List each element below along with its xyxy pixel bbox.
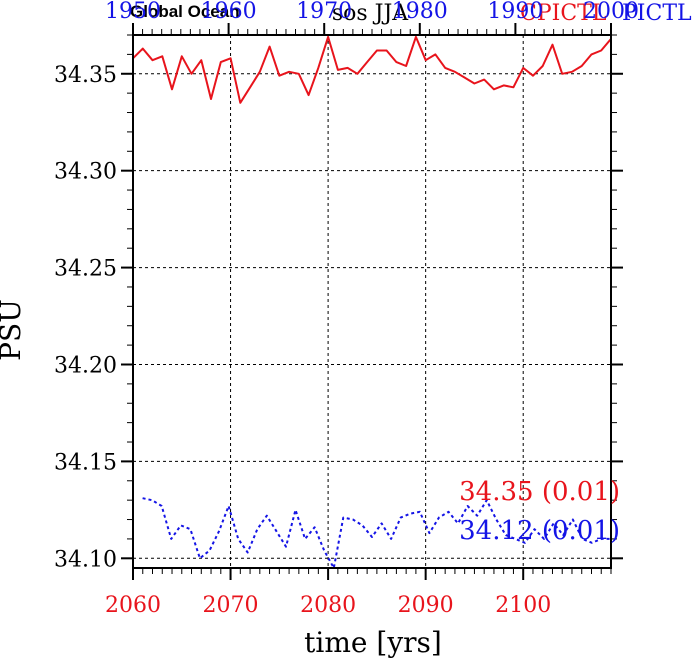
series-layer xyxy=(132,35,612,569)
x-tick-label: 2070 xyxy=(203,593,259,618)
x-axis-title: time [yrs] xyxy=(304,626,442,659)
top-x-tick-label: 1960 xyxy=(201,0,257,24)
series-line-cpictl xyxy=(132,35,612,104)
top-x-tick-label: 1980 xyxy=(392,0,448,24)
tick-labels: 2060 2070 2080 2090 2100 1950 1960 1970 1980 1990… xyxy=(54,0,639,618)
top-x-tick-label: 1970 xyxy=(296,0,352,24)
y-tick-label: 34.20 xyxy=(54,353,117,378)
x-tick-label: 2100 xyxy=(495,593,551,618)
annotation-pictl-mean: 34.12 (0.01) xyxy=(459,516,620,546)
axes xyxy=(121,23,623,580)
y-tick-label: 34.25 xyxy=(54,257,117,282)
grid-lines xyxy=(133,35,611,568)
chart-title: sos JJA xyxy=(332,1,409,26)
annotation-cpictl-mean: 34.35 (0.01) xyxy=(459,477,620,507)
top-x-tick-label: 1990 xyxy=(487,0,543,24)
legend-cpictl: CPICTL xyxy=(520,1,607,26)
series-line-pictl xyxy=(142,497,611,569)
x-tick-label: 2080 xyxy=(300,593,356,618)
top-x-tick-label: 1950 xyxy=(105,0,161,24)
region-label: Global Ocean xyxy=(130,2,240,21)
y-tick-label: 34.10 xyxy=(54,547,117,572)
y-tick-label: 34.30 xyxy=(54,160,117,185)
top-x-tick-label: 2000 xyxy=(583,0,639,24)
x-tick-label: 2060 xyxy=(105,593,161,618)
y-tick-label: 34.15 xyxy=(54,450,117,475)
y-tick-label: 34.35 xyxy=(54,63,117,88)
legend-pictl: PICTL xyxy=(622,1,692,26)
x-tick-label: 2090 xyxy=(398,593,454,618)
y-axis-title: PSU xyxy=(0,299,27,361)
